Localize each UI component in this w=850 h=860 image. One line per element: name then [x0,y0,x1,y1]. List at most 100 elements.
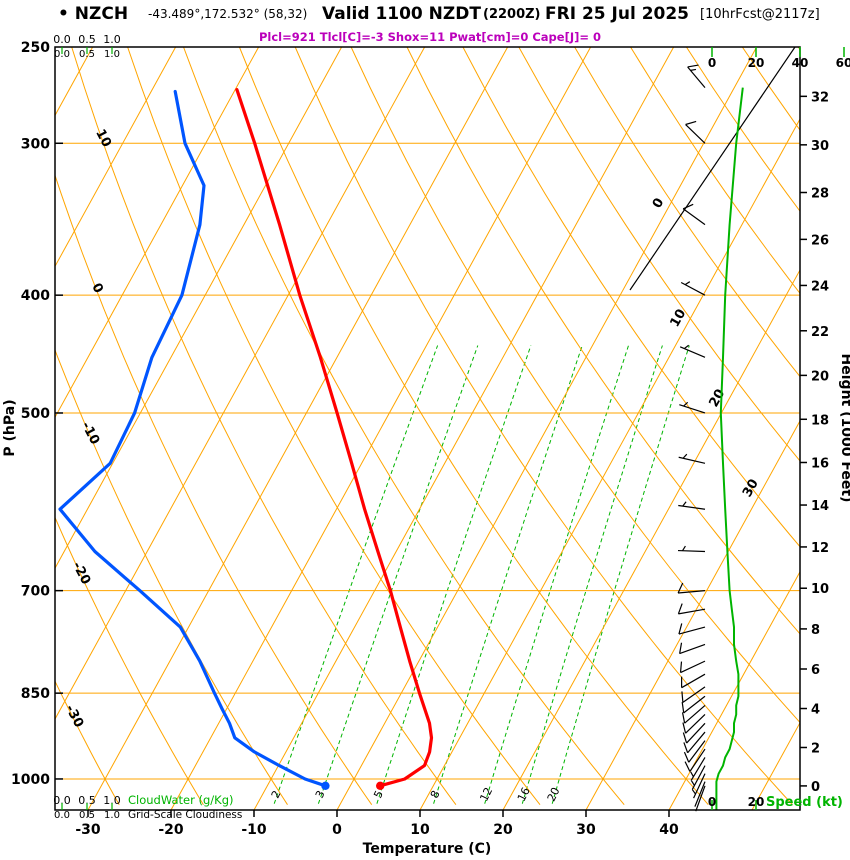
wind-barb-feather [679,661,683,673]
wind-barb-staff [684,704,706,724]
dewpoint-curve [58,89,327,788]
height-tick-label: 12 [811,541,829,556]
wind-barb-staff [678,626,706,635]
dry-adiabat-line [183,47,625,806]
mixing-ratio-label: 2 [269,788,284,800]
height-tick-label: 24 [811,279,829,294]
wind-barb-feather [682,203,694,210]
wind-barb-feather [682,545,686,552]
speed-axis-title: Speed (kt) [766,795,843,810]
wind-barb-feather [679,642,683,654]
wind-barb [679,660,706,674]
cloud-scale-value: 0.0 [54,49,70,60]
height-tick-label: 16 [811,456,829,471]
mixing-ratio-label: 3 [313,788,328,800]
wind-barb-feather [690,68,697,71]
cloudiness-label: Grid-Scale Cloudiness [128,809,242,821]
wind-barb [679,642,706,655]
background-grid [55,47,800,810]
cloud-scale-value: 1.0 [103,33,121,46]
wind-barb-staff [689,748,706,772]
height-tick-label: 8 [811,623,820,638]
wind-barb-feather [682,722,687,734]
wind-barb [695,785,706,812]
wind-barb-staff [680,660,706,674]
stability-indices: Plcl=921 Tlcl[C]=-3 Shox=11 Pwat[cm]=0 C… [259,30,601,44]
dry-adiabat-line [741,47,800,131]
wind-barb-feather [683,742,689,753]
cloud-scale-value: 1.0 [104,49,120,60]
mixing-ratio-line [317,345,479,804]
cloud-scale-value: 0.0 [53,33,71,46]
mixing-ratio-line [484,345,629,804]
wind-barb [690,757,706,781]
temp-tick-label: -20 [158,822,184,838]
speed-tick-label: 0 [708,56,716,70]
wind-barb-staff [678,590,706,594]
dry-adiabat-line [406,47,800,635]
wind-barb-staff [687,66,706,89]
adiabat-label: 10 [92,127,114,150]
wind-barb [677,582,706,594]
cloudwater-label: CloudWater (g/Kg) [128,793,234,807]
isotherm-line [55,47,426,721]
wind-barb [684,748,706,772]
isotherm-line [55,47,260,419]
dry-adiabat-line [518,47,800,462]
wind-barb [678,453,706,464]
isotherm-line [55,47,177,268]
temperature-axis-title: Temperature (C) [363,841,492,857]
valid-zulu: (2200Z) [483,7,541,22]
height-tick-label: 4 [811,703,820,718]
wind-barb-feather [684,281,691,286]
temp-tick-label: 40 [659,822,679,838]
wind-barb-feather [681,691,684,703]
adiabat-label: -30 [62,702,86,730]
wind-barb [682,722,706,744]
surface-dewpoint-dot [321,781,330,790]
cloud-scale-value: 0.0 [53,794,71,807]
height-tick-label: 2 [811,741,820,756]
wind-barb-staff [683,695,706,714]
wind-barb-staff [685,714,706,734]
isotherm-line [336,47,758,810]
dry-adiabat-line [630,47,800,295]
dry-adiabat-line [294,47,793,806]
pressure-tick-label: 300 [21,136,50,152]
wind-barb [679,401,706,414]
sounding-profiles [58,88,434,788]
dry-adiabat-line [55,348,288,805]
isotherm-line [87,47,509,810]
wind-barb-staff [679,346,706,358]
mixing-ratio-label: 12 [477,785,495,803]
temp-tick-label: 20 [493,822,513,838]
temp-tick-label: -30 [75,822,101,838]
wind-barb-staff [686,722,706,744]
mixing-ratio-label: 20 [545,785,563,803]
surface-temp-dot [375,781,385,790]
wind-barb-feather [687,64,699,68]
wind-barb-feather [683,401,689,407]
wind-barb-feather [690,771,694,777]
speed-curve [715,87,744,810]
pressure-tick-label: 1000 [11,772,50,788]
height-tick-label: 22 [811,325,829,340]
height-tick-label: 10 [811,582,829,597]
temp-tick-label: 10 [410,822,430,838]
wind-barb [681,704,706,724]
wind-barb [677,545,706,553]
wind-barb-staff [695,785,706,812]
wind-barb [691,765,706,790]
pressure-tick-label: 700 [21,584,50,600]
wind-barb [681,673,706,689]
dry-adiabat-line [350,47,800,724]
wind-barb-feather [682,732,688,744]
height-tick-label: 30 [811,139,829,154]
wind-barb [682,203,706,226]
height-tick-label: 28 [811,187,829,202]
wind-barb-staff [690,757,706,781]
isotherm-line [419,118,800,810]
wind-barb-staff [678,504,706,510]
height-axis-title: Height (1000 Feet) [838,354,850,503]
